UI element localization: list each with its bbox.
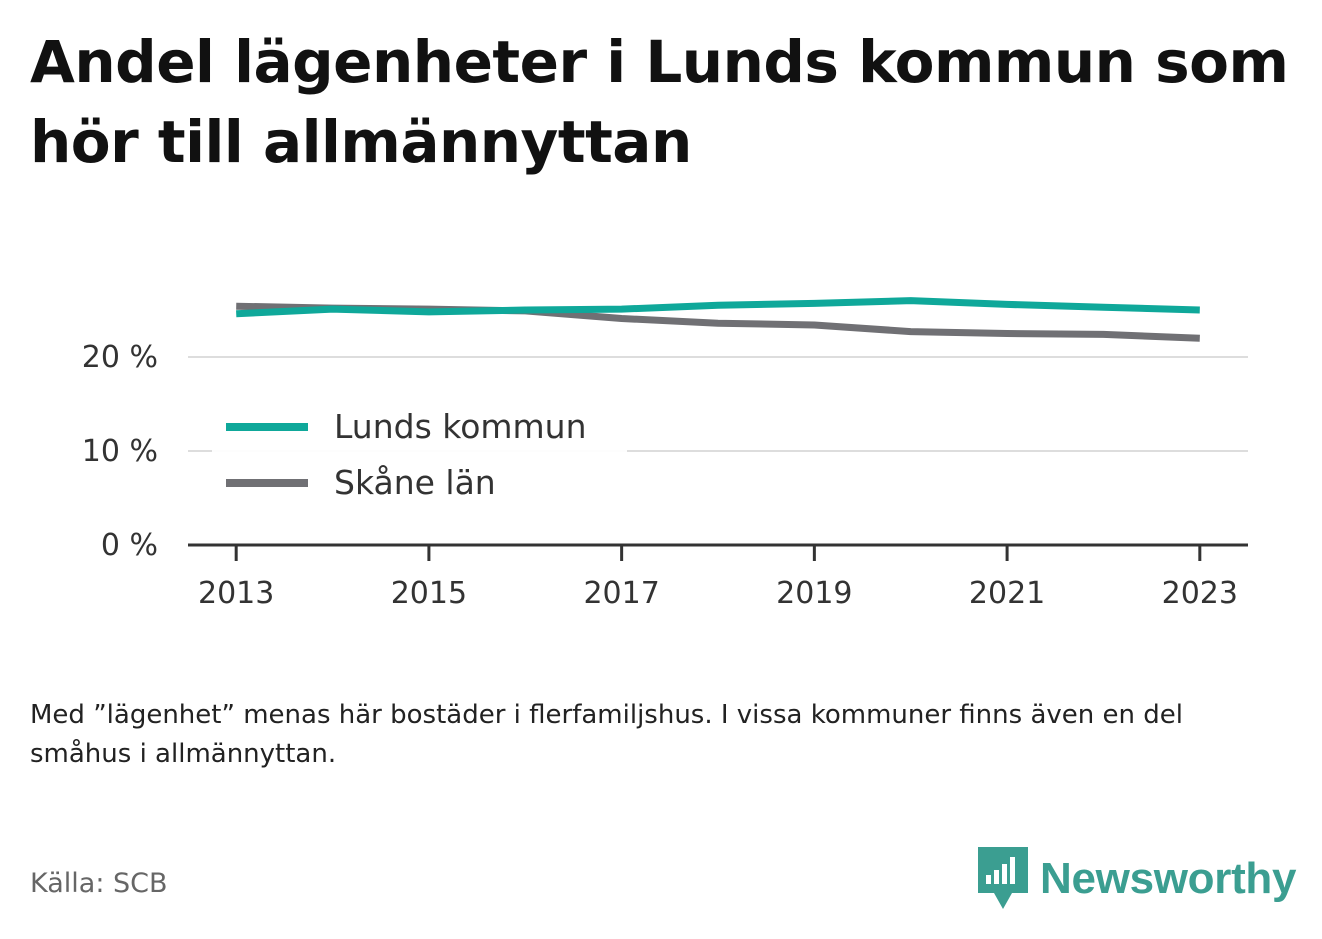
legend-background (212, 398, 627, 518)
axes: 0 % 10 % 20 % 2013 2015 2017 2019 2021 2023 (82, 340, 1248, 611)
newsworthy-logo-icon (978, 847, 1028, 909)
legend-label: Skåne län (334, 463, 496, 502)
x-tick-label: 2021 (969, 576, 1045, 611)
legend-label: Lunds kommun (334, 407, 587, 446)
series-lines (236, 297, 1200, 342)
chart-footnote: Med ”lägenhet” menas här bostäder i fler… (30, 700, 1183, 769)
x-tick-label: 2017 (583, 576, 659, 611)
x-tick-label: 2019 (776, 576, 852, 611)
y-tick-label: 20 % (82, 340, 158, 375)
legend: Lunds kommun Skåne län (212, 398, 627, 518)
line-chart: 0 % 10 % 20 % 2013 2015 2017 2019 2021 2023 Lund… (82, 297, 1248, 611)
source-label: Källa: SCB (30, 868, 168, 899)
x-tick-label: 2015 (391, 576, 467, 611)
logo-wordmark: Newsworthy (1040, 854, 1297, 903)
x-tick-label: 2023 (1162, 576, 1238, 611)
series-line-lunds-kommun (236, 297, 1200, 318)
newsworthy-logo[interactable]: Newsworthy (978, 846, 1296, 912)
chart-title: Andel lägenheter i Lunds kommun som hör … (30, 28, 1289, 176)
x-tick-label: 2013 (198, 576, 274, 611)
y-tick-label: 0 % (101, 528, 158, 563)
y-tick-label: 10 % (82, 434, 158, 469)
